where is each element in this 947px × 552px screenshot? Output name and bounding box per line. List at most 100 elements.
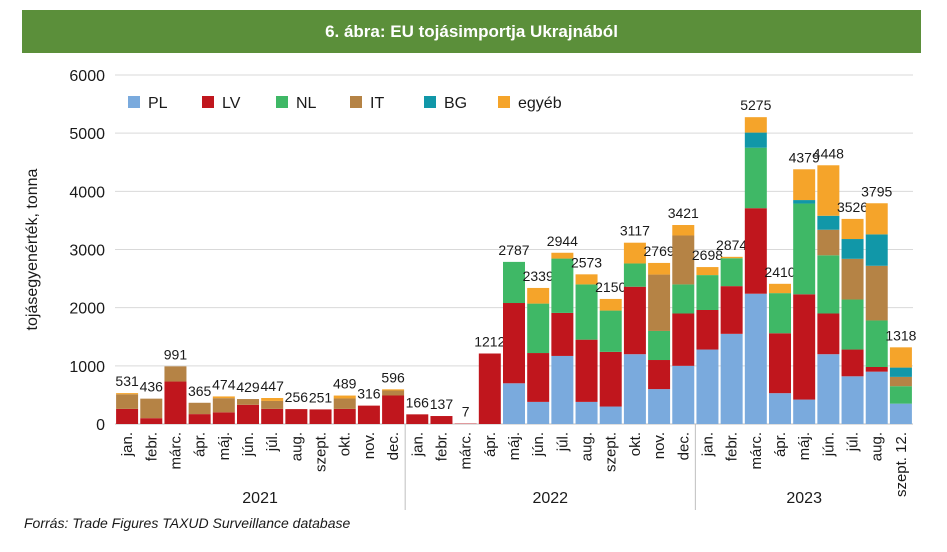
total-data-label: 1212 bbox=[474, 334, 505, 350]
bar-segment-it bbox=[865, 265, 888, 321]
bar-segment-nl bbox=[889, 386, 912, 404]
bar-segment-it bbox=[164, 366, 187, 382]
bar-segment-it bbox=[672, 235, 695, 285]
bar-segment-lv bbox=[865, 366, 888, 372]
bar-segment-egyéb bbox=[889, 347, 912, 368]
bar-segment-lv bbox=[720, 286, 743, 334]
bar-segment-pl bbox=[623, 354, 646, 424]
x-tick-label: ápr. bbox=[772, 432, 789, 457]
bar-segment-pl bbox=[527, 401, 550, 424]
total-data-label: 2150 bbox=[595, 279, 626, 295]
x-tick-label: márc. bbox=[458, 432, 475, 470]
bar-segment-lv bbox=[382, 395, 405, 424]
bar-segment-nl bbox=[817, 255, 840, 314]
bar-segment-pl bbox=[503, 383, 525, 424]
year-label: 2021 bbox=[242, 490, 278, 507]
bar-segment-lv bbox=[793, 294, 816, 400]
legend-label-egyéb: egyéb bbox=[518, 95, 562, 112]
y-tick-label: 6000 bbox=[69, 68, 105, 85]
chart-title-bar: 6. ábra: EU tojásimportja Ukrajnából bbox=[22, 10, 921, 53]
bar-segment-egyéb bbox=[769, 283, 791, 294]
year-label: 2022 bbox=[532, 490, 568, 507]
bar-segment-nl bbox=[623, 263, 646, 287]
legend-swatch-nl bbox=[276, 96, 288, 108]
total-data-label: 166 bbox=[406, 394, 430, 410]
bar-segment-egyéb bbox=[744, 117, 767, 133]
bar-segment-lv bbox=[406, 414, 429, 424]
x-tick-label: aug. bbox=[579, 432, 596, 461]
y-tick-label: 1000 bbox=[69, 359, 105, 376]
bar-segment-lv bbox=[623, 286, 646, 355]
bar-segment-nl bbox=[720, 258, 743, 287]
x-tick-label: nov. bbox=[361, 432, 378, 459]
legend-label-pl: PL bbox=[148, 95, 168, 112]
x-tick-label: nov. bbox=[651, 432, 668, 459]
bar-segment-nl bbox=[672, 284, 695, 314]
legend-swatch-lv bbox=[202, 96, 214, 108]
bar-segment-pl bbox=[575, 401, 598, 424]
x-tick-label: szept. 12. bbox=[893, 432, 910, 497]
total-data-label: 2698 bbox=[692, 247, 723, 263]
bar-segment-lv bbox=[478, 353, 501, 424]
bar-segment-lv bbox=[841, 349, 864, 377]
bar-segment-pl bbox=[865, 371, 888, 424]
bar-segment-nl bbox=[841, 299, 864, 350]
bar-segment-it bbox=[382, 390, 405, 396]
y-tick-label: 3000 bbox=[69, 243, 105, 260]
bar-segment-nl bbox=[575, 284, 598, 340]
total-data-label: 2874 bbox=[716, 237, 747, 253]
bar-segment-egyéb bbox=[672, 225, 695, 236]
bar-segment-it bbox=[188, 402, 211, 415]
bar-segment-lv bbox=[648, 360, 671, 390]
total-data-label: 2573 bbox=[571, 254, 602, 270]
bar-segment-lv bbox=[430, 416, 453, 424]
total-data-label: 251 bbox=[309, 389, 333, 405]
bar-segment-pl bbox=[841, 376, 864, 424]
x-tick-label: ápr. bbox=[482, 432, 499, 457]
total-data-label: 2410 bbox=[764, 264, 795, 280]
y-tick-label: 4000 bbox=[69, 184, 105, 201]
total-data-label: 474 bbox=[212, 376, 236, 392]
bar-segment-pl bbox=[551, 355, 574, 424]
bar-segment-egyéb bbox=[551, 252, 574, 259]
legend-swatch-it bbox=[350, 96, 362, 108]
bar-segment-nl bbox=[527, 303, 550, 354]
bar-segment-egyéb bbox=[793, 169, 816, 201]
bar-segment-lv bbox=[575, 339, 598, 402]
legend-swatch-bg bbox=[424, 96, 436, 108]
total-data-label: 3795 bbox=[861, 183, 892, 199]
y-tick-label: 2000 bbox=[69, 301, 105, 318]
x-tick-label: jan. bbox=[409, 432, 426, 457]
bar-segment-it bbox=[889, 376, 912, 387]
bar-segment-lv bbox=[116, 408, 139, 424]
total-data-label: 4379 bbox=[789, 149, 820, 165]
total-data-label: 2339 bbox=[523, 268, 554, 284]
total-data-label: 531 bbox=[115, 373, 139, 389]
bar-segment-nl bbox=[744, 147, 767, 209]
total-data-label: 365 bbox=[188, 383, 212, 399]
x-tick-label: febr. bbox=[724, 432, 741, 461]
total-data-label: 137 bbox=[430, 396, 454, 412]
legend-label-it: IT bbox=[370, 95, 384, 112]
x-tick-label: ápr. bbox=[192, 432, 209, 457]
total-data-label: 596 bbox=[381, 369, 405, 385]
total-data-label: 5275 bbox=[740, 97, 771, 113]
bar-segment-nl bbox=[793, 203, 816, 295]
bar-segment-lv bbox=[672, 313, 695, 366]
bar-segment-bg bbox=[865, 234, 888, 266]
year-label: 2023 bbox=[786, 490, 822, 507]
x-tick-label: szept. bbox=[603, 432, 620, 472]
x-tick-label: jan. bbox=[119, 432, 136, 457]
source-note: Forrás: Trade Figures TAXUD Surveillance… bbox=[24, 515, 351, 531]
x-tick-label: júl. bbox=[264, 432, 281, 452]
bar-segment-lv bbox=[503, 303, 525, 384]
y-tick-label: 0 bbox=[96, 417, 105, 434]
total-data-label: 436 bbox=[140, 379, 164, 395]
x-tick-label: jún. bbox=[240, 432, 257, 457]
bar-segment-egyéb bbox=[865, 203, 888, 235]
total-data-label: 991 bbox=[164, 346, 188, 362]
bar-segment-lv bbox=[285, 409, 308, 424]
bar-segment-pl bbox=[793, 399, 816, 424]
bar-segment-nl bbox=[648, 330, 671, 361]
bar-segment-it bbox=[333, 398, 356, 409]
